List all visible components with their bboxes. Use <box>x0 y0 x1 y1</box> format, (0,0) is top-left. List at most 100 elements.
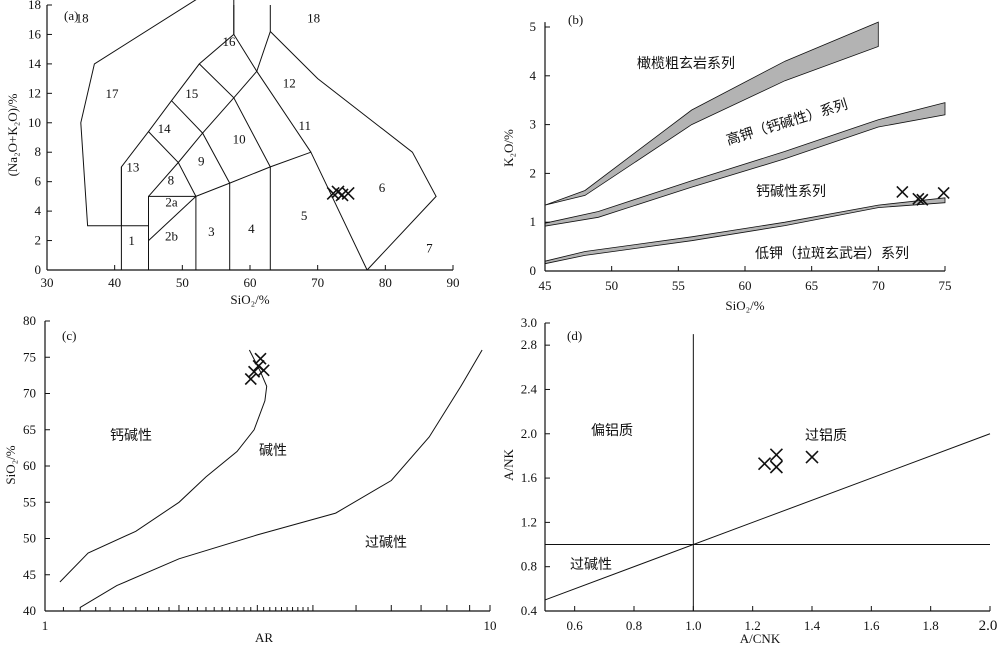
c-region-label-peralkaline: 过碱性 <box>365 535 407 551</box>
d-boundary-ank-equals-acnk <box>544 433 991 601</box>
d-region-label-peraluminous: 过铝质 <box>805 428 847 444</box>
c-sample-point-3-stroke-2 <box>254 352 267 365</box>
b-sample-point-2-stroke-2 <box>916 193 929 206</box>
a-sample-point-3-stroke-2 <box>341 186 355 201</box>
a-field-boundary-6 <box>148 131 197 197</box>
b-x-tick-label: 45 <box>539 278 552 293</box>
b-y-tick-label: 0 <box>530 263 537 278</box>
c-region-label-alkaline: 碱性 <box>259 443 287 459</box>
panel-a-ylabel: (Na₂O+K₂O)/% <box>5 93 20 176</box>
a-y-tick-label: 18 <box>28 0 41 12</box>
d-region-label-metaluminous: 偏铝质 <box>591 423 633 439</box>
a-field-boundary-8 <box>198 63 271 168</box>
b-series-label-calc-alkaline: 钙碱性系列 <box>756 184 826 200</box>
d-x-tick-label: 0.8 <box>626 618 642 633</box>
c-y-tick-label: 70 <box>23 386 36 401</box>
d-y-tick-label: 0.4 <box>521 603 538 618</box>
b-series-band-1 <box>544 102 946 227</box>
d-y-tick-label: 2.4 <box>521 381 538 396</box>
b-y-tick-label: 3 <box>530 117 537 132</box>
a-x-tick-label: 50 <box>176 275 189 290</box>
c-sample-point-4-stroke-2 <box>257 364 270 377</box>
a-field-label: 3 <box>208 224 215 239</box>
b-series-band-2 <box>544 197 946 265</box>
a-field-label: 11 <box>299 118 312 133</box>
d-y-tick-label: 2.0 <box>521 426 537 441</box>
a-y-tick-label: 4 <box>35 203 42 218</box>
c-y-tick-label: 60 <box>23 458 36 473</box>
a-y-tick-label: 8 <box>35 144 42 159</box>
d-x-tick-label: 1.8 <box>923 618 939 633</box>
d-y-tick-label: 1.2 <box>521 514 537 529</box>
a-y-tick-label: 12 <box>28 85 41 100</box>
b-series-band-0 <box>544 21 879 206</box>
a-sample-point-3 <box>341 186 355 201</box>
panel-c-ylabel: SiO₂/% <box>3 445 18 484</box>
b-sample-point-2 <box>916 193 929 206</box>
a-field-boundary-10 <box>148 196 197 241</box>
c-x-tick-label: 10 <box>484 618 497 633</box>
b-sample-point-1 <box>912 192 925 205</box>
a-field-label: 17 <box>105 86 119 101</box>
c-region-label-calc-alkaline: 钙碱性 <box>110 428 152 444</box>
c-y-tick-label: 40 <box>23 603 36 618</box>
b-x-tick-label: 65 <box>805 278 818 293</box>
a-field-boundary-13 <box>80 0 197 227</box>
b-y-tick-label: 4 <box>530 68 537 83</box>
b-y-tick-label: 5 <box>530 19 537 34</box>
c-y-tick-label: 45 <box>23 567 36 582</box>
a-field-label: 12 <box>283 75 296 90</box>
b-series-label-shoshonite: 橄榄粗玄岩系列 <box>637 55 735 72</box>
panel-d-ylabel: A/NK <box>501 449 516 481</box>
panel-a-label: (a) <box>64 8 78 23</box>
panel-d-xlabel: A/CNK <box>740 631 781 646</box>
a-y-tick-label: 14 <box>28 56 42 71</box>
d-x-tick-label: 1.0 <box>685 618 701 633</box>
a-field-boundary-1 <box>148 151 368 271</box>
a-field-label: 15 <box>185 86 198 101</box>
d-x-tick-label: 1.2 <box>745 618 761 633</box>
a-field-label: 16 <box>223 34 237 49</box>
c-y-tick-label: 50 <box>23 531 36 546</box>
a-field-label: 5 <box>301 208 308 223</box>
d-x-tick-label: 2.0 <box>979 618 998 634</box>
a-field-boundary-5 <box>148 5 271 197</box>
b-x-tick-label: 55 <box>672 278 685 293</box>
panel-d-ank-acnk-diagram: (d) A/CNK A/NK 0.6 0.8 1.0 1.2 1.4 1.6 1.8 2.0 0… <box>501 315 997 646</box>
a-field-label: 18 <box>307 11 320 26</box>
a-x-tick-label: 40 <box>108 275 121 290</box>
panel-a-tas-diagram: (a) SiO₂/% (Na₂O+K₂O)/% 1 2a 2b 3 4 5 6 7 8 9 10 11… <box>5 0 460 307</box>
c-y-tick-label: 80 <box>23 313 36 328</box>
c-sample-point-4 <box>257 364 270 377</box>
a-y-tick-label: 10 <box>28 115 41 130</box>
a-field-label: 9 <box>198 153 205 168</box>
c-y-tick-label: 55 <box>23 494 36 509</box>
a-y-tick-label: 16 <box>28 26 42 41</box>
a-field-label: 6 <box>379 180 386 195</box>
panel-b-ylabel: K₂O/% <box>501 129 516 167</box>
d-sample-point-2-stroke-2 <box>769 460 783 474</box>
c-boundary-alkaline-peralkaline <box>79 349 483 608</box>
a-y-tick-label: 0 <box>35 262 42 277</box>
a-field-label: 18 <box>76 11 89 26</box>
b-sample-point-3 <box>937 186 950 199</box>
d-y-tick-label: 0.8 <box>521 559 537 574</box>
b-x-tick-label: 60 <box>739 278 752 293</box>
panel-c-label: (c) <box>62 328 76 343</box>
d-y-tick-label: 1.6 <box>521 470 538 485</box>
a-y-tick-label: 6 <box>35 174 42 189</box>
a-x-tick-label: 70 <box>311 275 324 290</box>
a-field-boundary-15 <box>269 31 437 271</box>
panel-c-xlabel: AR <box>255 630 273 645</box>
d-y-tick-label: 3.0 <box>521 315 537 330</box>
c-sample-point-1 <box>248 365 261 378</box>
a-field-label: 2b <box>165 229 178 244</box>
a-field-label: 2a <box>165 195 178 210</box>
c-y-tick-label: 65 <box>23 422 36 437</box>
a-field-label: 1 <box>128 233 135 248</box>
d-y-tick-label: 2.8 <box>521 337 537 352</box>
a-x-tick-label: 30 <box>41 275 54 290</box>
c-sample-point-3 <box>254 352 267 365</box>
